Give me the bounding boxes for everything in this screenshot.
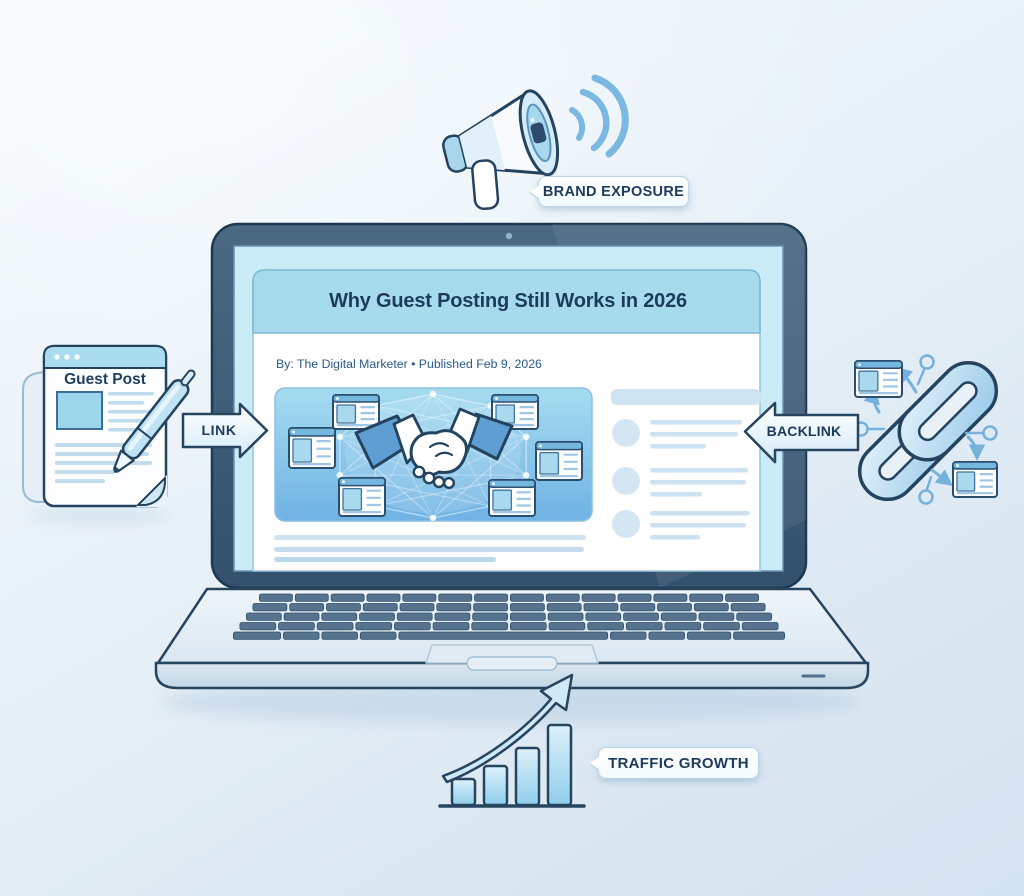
browser-card-icon <box>952 461 998 498</box>
browser-card-icon <box>854 360 903 398</box>
webcam-icon <box>505 232 513 240</box>
sound-waves-icon <box>569 74 629 158</box>
link-arrow-label: LINK <box>201 422 237 438</box>
article-title: Why Guest Posting Still Works in 2026 <box>329 290 687 312</box>
article-header-band <box>252 269 761 334</box>
hero-image <box>274 387 593 522</box>
pen-icon <box>113 369 196 473</box>
article-byline: By: The Digital Marketer • Published Feb… <box>276 357 542 371</box>
lid-notch <box>466 656 558 671</box>
browser-card-icon <box>338 477 386 517</box>
bar-chart-icon <box>438 673 586 808</box>
keyboard-icon <box>232 593 785 640</box>
brand-exposure-callout: BRAND EXPOSURE <box>538 176 689 207</box>
growth-arrow-icon <box>441 673 574 784</box>
laptop-shadow <box>162 680 862 724</box>
browser-card-icon <box>332 394 380 430</box>
handshake-icon <box>354 407 514 490</box>
chain-network-nodes <box>853 354 998 505</box>
article-body-lines <box>274 535 586 562</box>
document-shadow <box>28 508 172 524</box>
document-icon <box>22 344 168 508</box>
laptop-icon <box>154 222 870 690</box>
browser-card-icon <box>491 394 539 430</box>
browser-card-icon <box>535 441 583 481</box>
megaphone-icon <box>442 89 560 211</box>
hero-browser-cards <box>288 394 583 517</box>
document-image-placeholder <box>56 391 103 430</box>
browser-card-icon <box>488 479 536 517</box>
guest-post-label: Guest Post <box>64 371 146 388</box>
article-page <box>252 269 761 572</box>
chain-link-icon <box>853 354 999 505</box>
chain-browser-cards <box>854 360 998 498</box>
laptop-base <box>154 587 870 690</box>
backlink-arrow <box>743 401 860 464</box>
backlink-arrow-label: BACKLINK <box>766 423 842 439</box>
browser-card-icon <box>288 427 336 469</box>
article-sidebar <box>611 389 761 540</box>
traffic-growth-callout: TRAFFIC GROWTH <box>598 747 759 779</box>
link-arrow <box>181 402 269 459</box>
